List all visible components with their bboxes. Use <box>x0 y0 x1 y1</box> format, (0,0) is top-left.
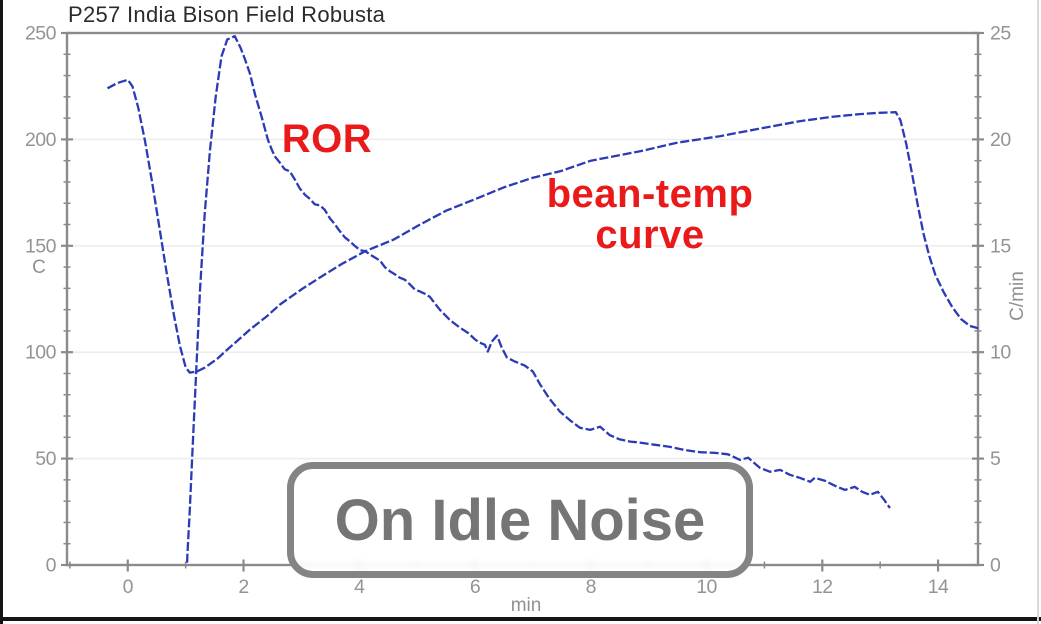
overlay-caption: On Idle Noise <box>334 487 706 553</box>
image-border-right <box>1037 0 1039 624</box>
x-axis-tick-label: 2 <box>238 576 248 598</box>
idle-noise-overlay: On Idle Noise <box>287 462 753 578</box>
series-layer <box>106 35 978 565</box>
y-left-axis-unit: C <box>32 257 46 278</box>
image-border-left <box>0 0 3 624</box>
y-right-tick-label: 20 <box>990 129 1011 151</box>
bean-temp-curve <box>106 78 978 374</box>
y-left-tick-label: 0 <box>46 555 57 577</box>
x-axis-tick-label: 10 <box>696 576 717 598</box>
y-right-tick-label: 0 <box>990 555 1001 577</box>
x-axis-tick-label: 6 <box>470 576 480 598</box>
bean-temp-annotation-line2: curve <box>595 213 705 257</box>
ror-curve <box>185 35 891 565</box>
y-right-tick-label: 25 <box>990 23 1011 45</box>
y-left-tick-label: 150 <box>25 235 57 257</box>
x-axis-tick-label: 4 <box>354 576 365 598</box>
x-axis-tick-label: 0 <box>123 576 134 598</box>
y-right-tick-label: 15 <box>990 235 1011 257</box>
image-border-bottom <box>0 617 1041 621</box>
y-left-tick-label: 250 <box>25 23 57 45</box>
y-left-tick-label: 50 <box>35 448 56 470</box>
x-axis-tick-label: 12 <box>812 576 833 598</box>
bean-temp-annotation-line1: bean-temp <box>546 172 754 216</box>
ror-annotation: ROR <box>281 117 373 161</box>
y-right-tick-label: 10 <box>990 342 1011 364</box>
x-axis-unit: min <box>510 595 542 616</box>
chart-title: P257 India Bison Field Robusta <box>68 2 386 27</box>
x-axis-tick-label: 14 <box>928 576 949 598</box>
x-axis-tick-label: 8 <box>586 576 596 598</box>
y-right-tick-label: 5 <box>990 448 1001 470</box>
y-left-tick-label: 200 <box>25 129 57 151</box>
y-left-tick-label: 100 <box>25 342 57 364</box>
y-right-axis-unit: C/min <box>1007 271 1028 321</box>
bean-temp-annotation: bean-temp curve <box>540 174 760 256</box>
